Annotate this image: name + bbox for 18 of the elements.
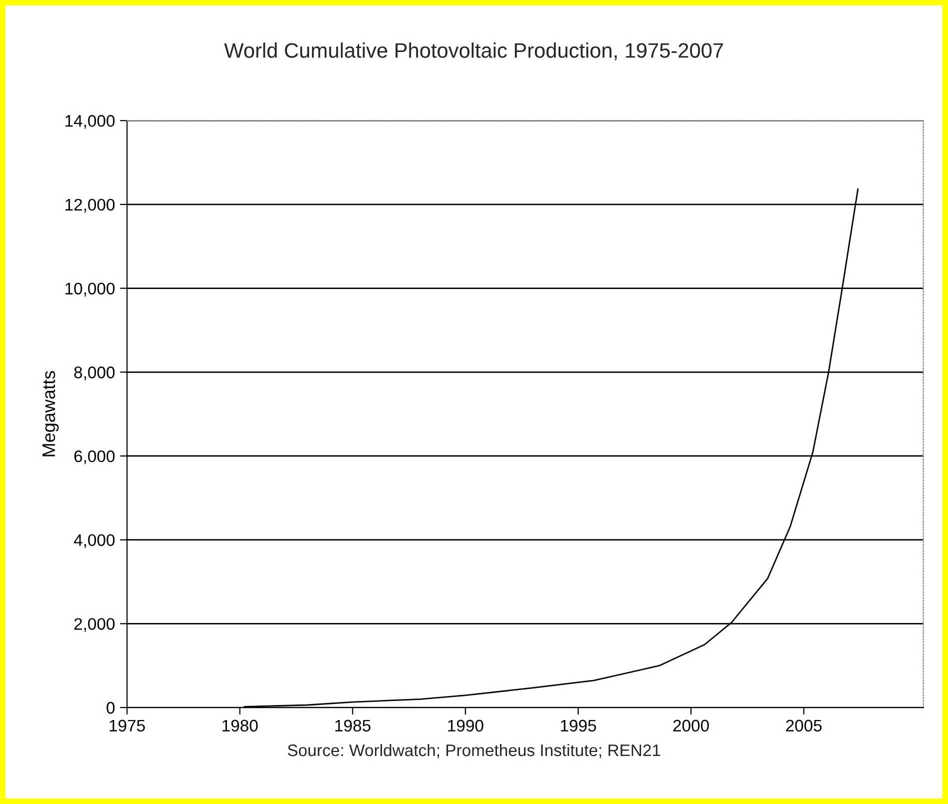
x-tick-label: 2000 — [673, 720, 709, 732]
y-tick-label: 2,000 — [74, 618, 115, 632]
y-tick-label: 6,000 — [74, 450, 115, 464]
x-tick-label: 1995 — [560, 720, 596, 732]
x-tick-label: 1990 — [448, 720, 484, 732]
y-tick-label: 14,000 — [66, 115, 115, 129]
source-note: Source: Worldwatch; Prometheus Institute; REN21 — [288, 744, 660, 758]
y-tick-label: 10,000 — [66, 282, 115, 296]
y-tick-label: 4,000 — [74, 534, 115, 548]
chart-title: World Cumulative Photovoltaic Production, 1975-2007 — [224, 42, 723, 60]
y-tick-label: 12,000 — [66, 198, 115, 213]
x-tick-label: 1980 — [222, 720, 258, 732]
y-tick-label: 0 — [106, 702, 115, 714]
x-tick-label: 1975 — [110, 720, 145, 732]
x-tick-label: 2005 — [786, 720, 822, 732]
x-tick-label: 1985 — [335, 720, 370, 732]
y-tick-label: 8,000 — [74, 366, 115, 380]
y-axis-title: Megawatts — [42, 371, 59, 456]
